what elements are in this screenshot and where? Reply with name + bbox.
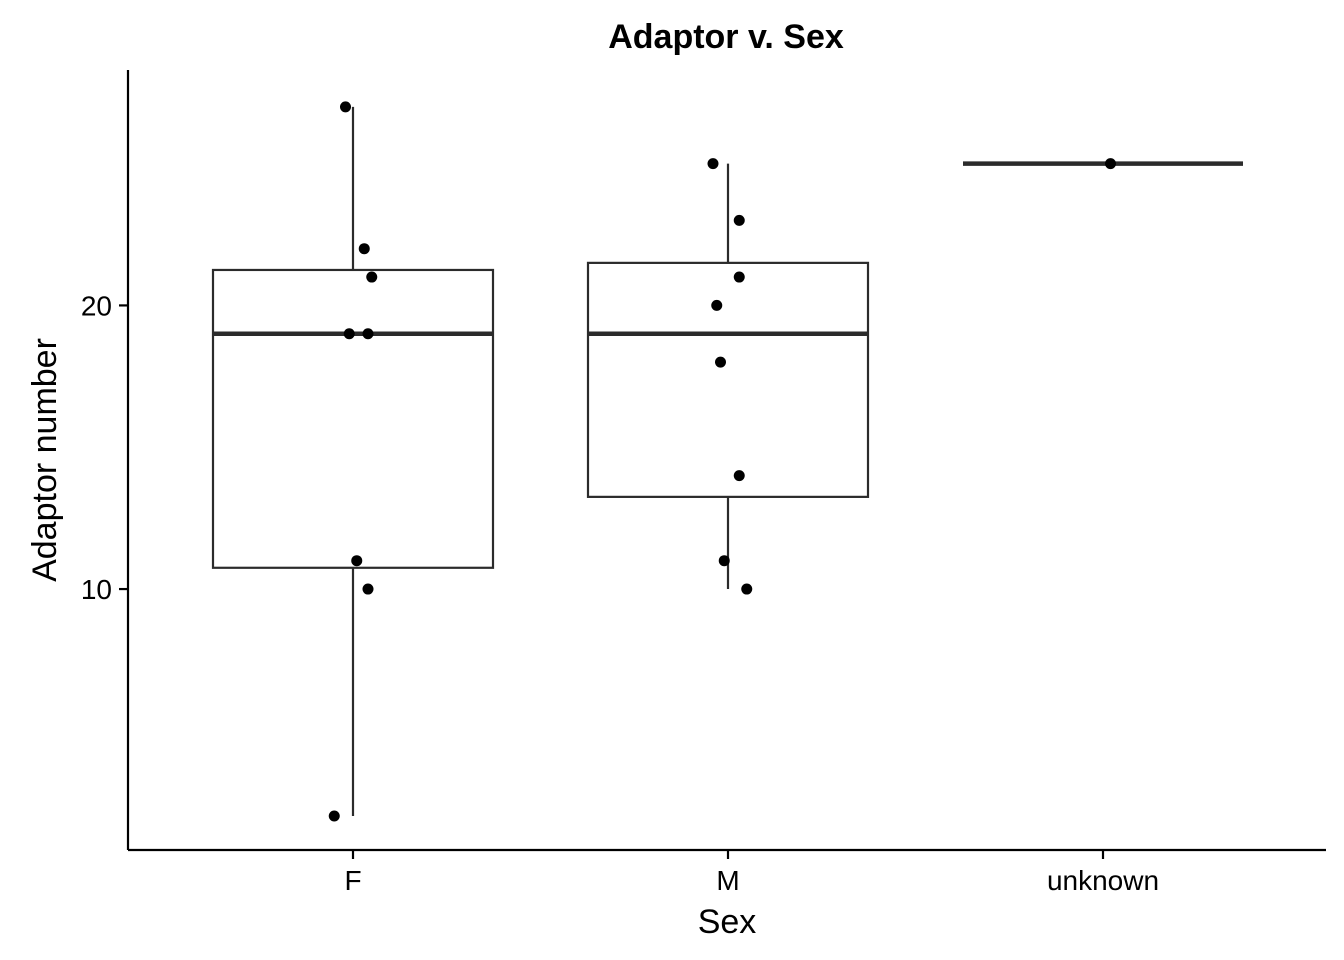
y-axis-title: Adaptor number	[26, 338, 64, 582]
plot-area	[211, 101, 1243, 822]
data-point	[715, 356, 726, 368]
data-point	[362, 583, 374, 595]
data-point	[343, 328, 355, 340]
data-point	[1105, 158, 1116, 170]
y-tick-label: 10	[81, 574, 112, 605]
data-point	[733, 214, 745, 226]
box-body	[586, 261, 870, 498]
data-point	[366, 271, 378, 283]
data-point	[351, 555, 363, 567]
x-tick-label: M	[716, 865, 739, 896]
data-point	[711, 299, 723, 311]
box-F	[211, 106, 495, 816]
data-point	[340, 101, 351, 113]
data-point	[733, 271, 745, 283]
chart-title: Adaptor v. Sex	[608, 18, 844, 56]
y-tick-label: 20	[81, 290, 112, 321]
data-point	[733, 470, 745, 482]
box-body	[211, 268, 495, 569]
data-point	[358, 243, 370, 255]
data-point	[328, 810, 340, 822]
box-M	[586, 163, 870, 590]
x-axis-title: Sex	[698, 903, 757, 941]
x-tick-label: F	[344, 865, 361, 896]
data-point	[718, 555, 730, 567]
data-point	[362, 328, 374, 340]
data-point	[741, 583, 753, 595]
x-tick-label: unknown	[1047, 865, 1159, 896]
data-point	[707, 158, 719, 170]
